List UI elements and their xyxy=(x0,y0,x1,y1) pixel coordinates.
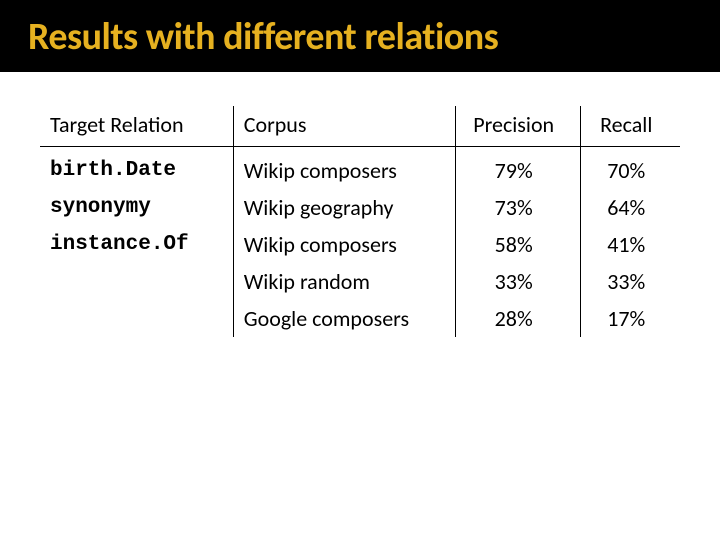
cell-corpus: Google composers xyxy=(233,300,455,337)
cell-corpus: Wikip geography xyxy=(233,189,455,226)
cell-precision: 33% xyxy=(455,263,580,300)
col-header-precision: Precision xyxy=(455,106,580,147)
results-table: Target Relation Corpus Precision Recall … xyxy=(40,106,680,337)
cell-precision: 73% xyxy=(455,189,580,226)
cell-recall: 33% xyxy=(580,263,680,300)
cell-relation xyxy=(40,300,233,337)
cell-relation: birth.Date xyxy=(40,147,233,190)
cell-relation: instance.Of xyxy=(40,226,233,263)
table-row: synonymy Wikip geography 73% 64% xyxy=(40,189,680,226)
cell-precision: 58% xyxy=(455,226,580,263)
table-row: instance.Of Wikip composers 58% 41% xyxy=(40,226,680,263)
cell-recall: 41% xyxy=(580,226,680,263)
content-area: Target Relation Corpus Precision Recall … xyxy=(0,72,720,337)
col-header-recall: Recall xyxy=(580,106,680,147)
cell-recall: 70% xyxy=(580,147,680,190)
cell-precision: 79% xyxy=(455,147,580,190)
table-row: Wikip random 33% 33% xyxy=(40,263,680,300)
cell-corpus: Wikip random xyxy=(233,263,455,300)
table-row: Google composers 28% 17% xyxy=(40,300,680,337)
cell-corpus: Wikip composers xyxy=(233,147,455,190)
cell-relation xyxy=(40,263,233,300)
slide: Results with different relations Target … xyxy=(0,0,720,540)
cell-recall: 64% xyxy=(580,189,680,226)
table-row: birth.Date Wikip composers 79% 70% xyxy=(40,147,680,190)
table-header-row: Target Relation Corpus Precision Recall xyxy=(40,106,680,147)
title-band: Results with different relations xyxy=(0,0,720,70)
cell-precision: 28% xyxy=(455,300,580,337)
slide-title: Results with different relations xyxy=(28,14,692,60)
cell-recall: 17% xyxy=(580,300,680,337)
col-header-corpus: Corpus xyxy=(233,106,455,147)
cell-corpus: Wikip composers xyxy=(233,226,455,263)
col-header-relation: Target Relation xyxy=(40,106,233,147)
cell-relation: synonymy xyxy=(40,189,233,226)
